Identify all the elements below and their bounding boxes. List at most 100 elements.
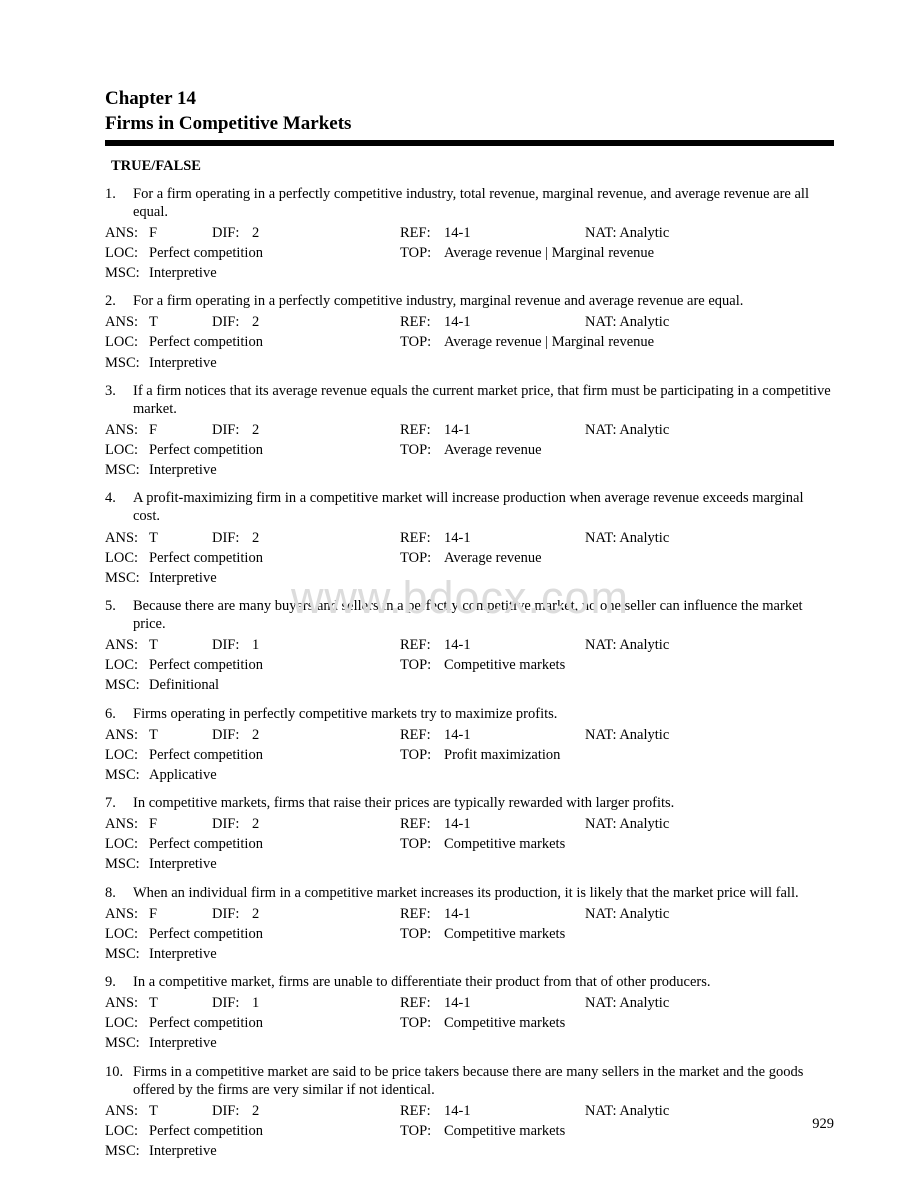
question-number: 10. [105, 1063, 133, 1099]
dif-label: DIF: [212, 994, 252, 1012]
nat-value: NAT: Analytic [585, 313, 834, 331]
loc-value: Perfect competition [149, 549, 400, 567]
loc-value: Perfect competition [149, 656, 400, 674]
msc-label: MSC: [105, 855, 149, 873]
top-label: TOP: [400, 1122, 444, 1140]
nat-value: NAT: Analytic [585, 726, 834, 744]
top-value: Competitive markets [444, 835, 834, 853]
msc-value: Interpretive [149, 461, 834, 479]
loc-value: Perfect competition [149, 333, 400, 351]
question-text: When an individual firm in a competitive… [133, 884, 834, 902]
ans-label: ANS: [105, 636, 149, 654]
msc-value: Interpretive [149, 1142, 834, 1160]
dif-label: DIF: [212, 905, 252, 923]
msc-value: Interpretive [149, 354, 834, 372]
top-label: TOP: [400, 746, 444, 764]
ref-value: 14-1 [444, 726, 585, 744]
msc-label: MSC: [105, 945, 149, 963]
title-rule [105, 140, 834, 146]
question-number: 9. [105, 973, 133, 991]
nat-value: NAT: Analytic [585, 421, 834, 439]
msc-label: MSC: [105, 569, 149, 587]
question-block: 3.If a firm notices that its average rev… [105, 382, 834, 480]
top-label: TOP: [400, 441, 444, 459]
top-label: TOP: [400, 656, 444, 674]
ref-label: REF: [400, 815, 444, 833]
ref-value: 14-1 [444, 313, 585, 331]
top-value: Competitive markets [444, 1122, 834, 1140]
question-block: 10.Firms in a competitive market are sai… [105, 1063, 834, 1161]
question-block: 1.For a firm operating in a perfectly co… [105, 185, 834, 283]
question-text: In a competitive market, firms are unabl… [133, 973, 834, 991]
loc-label: LOC: [105, 835, 149, 853]
top-value: Average revenue [444, 441, 834, 459]
dif-label: DIF: [212, 726, 252, 744]
question-number: 7. [105, 794, 133, 812]
ref-value: 14-1 [444, 529, 585, 547]
ref-label: REF: [400, 1102, 444, 1120]
msc-value: Interpretive [149, 1034, 834, 1052]
question-text: For a firm operating in a perfectly comp… [133, 185, 834, 221]
ref-label: REF: [400, 224, 444, 242]
ref-label: REF: [400, 313, 444, 331]
dif-value: 2 [252, 905, 400, 923]
dif-value: 2 [252, 313, 400, 331]
nat-value: NAT: Analytic [585, 529, 834, 547]
nat-value: NAT: Analytic [585, 815, 834, 833]
ans-value: T [149, 313, 212, 331]
loc-label: LOC: [105, 549, 149, 567]
question-text: In competitive markets, firms that raise… [133, 794, 834, 812]
dif-label: DIF: [212, 313, 252, 331]
top-value: Profit maximization [444, 746, 834, 764]
top-label: TOP: [400, 835, 444, 853]
ref-value: 14-1 [444, 1102, 585, 1120]
nat-value: NAT: Analytic [585, 1102, 834, 1120]
loc-value: Perfect competition [149, 835, 400, 853]
msc-label: MSC: [105, 766, 149, 784]
msc-label: MSC: [105, 676, 149, 694]
dif-label: DIF: [212, 421, 252, 439]
dif-value: 2 [252, 1102, 400, 1120]
ans-value: F [149, 224, 212, 242]
ref-label: REF: [400, 529, 444, 547]
loc-label: LOC: [105, 441, 149, 459]
msc-label: MSC: [105, 1034, 149, 1052]
question-number: 4. [105, 489, 133, 525]
nat-value: NAT: Analytic [585, 224, 834, 242]
ans-label: ANS: [105, 224, 149, 242]
dif-value: 2 [252, 224, 400, 242]
dif-value: 1 [252, 994, 400, 1012]
loc-value: Perfect competition [149, 441, 400, 459]
loc-label: LOC: [105, 746, 149, 764]
question-block: 7.In competitive markets, firms that rai… [105, 794, 834, 874]
ref-label: REF: [400, 905, 444, 923]
dif-value: 2 [252, 421, 400, 439]
nat-value: NAT: Analytic [585, 994, 834, 1012]
ans-label: ANS: [105, 313, 149, 331]
top-value: Competitive markets [444, 925, 834, 943]
question-text: If a firm notices that its average reven… [133, 382, 834, 418]
ref-value: 14-1 [444, 994, 585, 1012]
msc-label: MSC: [105, 461, 149, 479]
question-text: A profit-maximizing firm in a competitiv… [133, 489, 834, 525]
loc-label: LOC: [105, 656, 149, 674]
ans-label: ANS: [105, 726, 149, 744]
loc-label: LOC: [105, 244, 149, 262]
ans-label: ANS: [105, 421, 149, 439]
question-text: Because there are many buyers and seller… [133, 597, 834, 633]
ans-label: ANS: [105, 994, 149, 1012]
ref-value: 14-1 [444, 636, 585, 654]
nat-value: NAT: Analytic [585, 905, 834, 923]
ans-value: F [149, 905, 212, 923]
ref-label: REF: [400, 994, 444, 1012]
msc-value: Interpretive [149, 569, 834, 587]
msc-label: MSC: [105, 264, 149, 282]
dif-label: DIF: [212, 224, 252, 242]
ref-value: 14-1 [444, 421, 585, 439]
question-block: 6.Firms operating in perfectly competiti… [105, 705, 834, 785]
question-number: 6. [105, 705, 133, 723]
loc-label: LOC: [105, 1122, 149, 1140]
loc-label: LOC: [105, 1014, 149, 1032]
question-text: Firms in a competitive market are said t… [133, 1063, 834, 1099]
loc-value: Perfect competition [149, 1014, 400, 1032]
